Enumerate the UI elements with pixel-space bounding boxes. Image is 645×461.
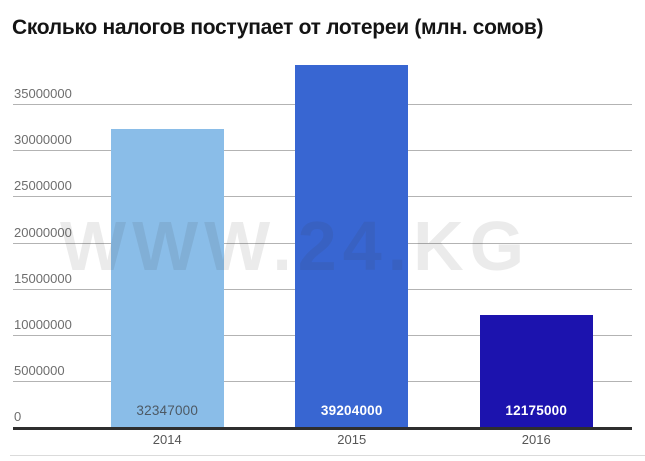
chart-title: Сколько налогов поступает от лотереи (мл… — [12, 16, 544, 39]
y-axis-tick-label: 10000000 — [14, 316, 72, 332]
bar-value-label: 39204000 — [320, 403, 383, 418]
bar-value-label: 32347000 — [136, 403, 199, 418]
x-axis-label: 2016 — [521, 432, 551, 447]
x-axis-label: 2014 — [152, 432, 182, 447]
y-axis-tick-label: 25000000 — [14, 178, 72, 194]
x-axis-label: 2015 — [337, 432, 367, 447]
y-axis-tick-label: 0 — [14, 409, 22, 424]
y-axis-tick-label: 15000000 — [14, 270, 72, 286]
bar-2016: 12175000 — [479, 314, 593, 427]
y-axis-tick-label: 5000000 — [14, 362, 65, 378]
y-axis-tick-label: 30000000 — [14, 132, 72, 148]
bar-value-label: 12175000 — [505, 403, 568, 418]
x-axis-line — [13, 427, 632, 430]
bar-2015: 39204000 — [295, 65, 409, 427]
y-axis-tick-label: 20000000 — [14, 224, 72, 240]
bottom-divider — [10, 455, 645, 456]
bar-2014: 32347000 — [110, 128, 224, 427]
y-axis-tick-label: 35000000 — [14, 86, 72, 102]
